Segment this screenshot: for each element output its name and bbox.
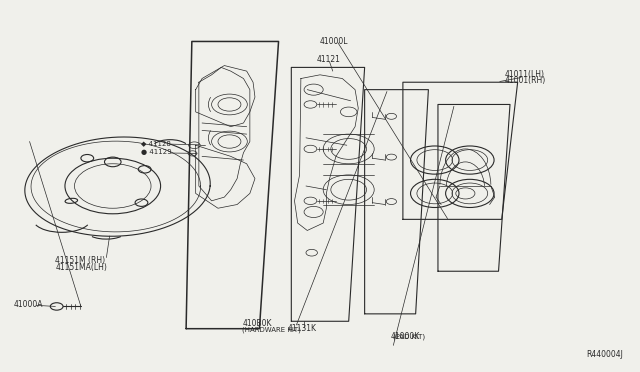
Text: 41151M (RH): 41151M (RH) bbox=[56, 256, 106, 264]
Text: 41011(LH): 41011(LH) bbox=[505, 70, 545, 79]
Text: 41001(RH): 41001(RH) bbox=[505, 76, 546, 85]
Text: ◆ 41128: ◆ 41128 bbox=[141, 140, 172, 146]
Text: (PAD KIT): (PAD KIT) bbox=[394, 334, 426, 340]
Text: 41151MA(LH): 41151MA(LH) bbox=[56, 263, 108, 272]
Text: 41121: 41121 bbox=[317, 55, 340, 64]
Text: 41000L: 41000L bbox=[320, 37, 349, 46]
Text: 410B0K: 410B0K bbox=[242, 319, 272, 328]
Text: R440004J: R440004J bbox=[586, 350, 623, 359]
Text: (HARDWARE KIT): (HARDWARE KIT) bbox=[242, 327, 301, 333]
Text: ● 41129: ● 41129 bbox=[141, 149, 172, 155]
Text: 41000K: 41000K bbox=[390, 331, 419, 341]
Text: 41131K: 41131K bbox=[288, 324, 317, 333]
Text: 41000A: 41000A bbox=[14, 300, 44, 309]
